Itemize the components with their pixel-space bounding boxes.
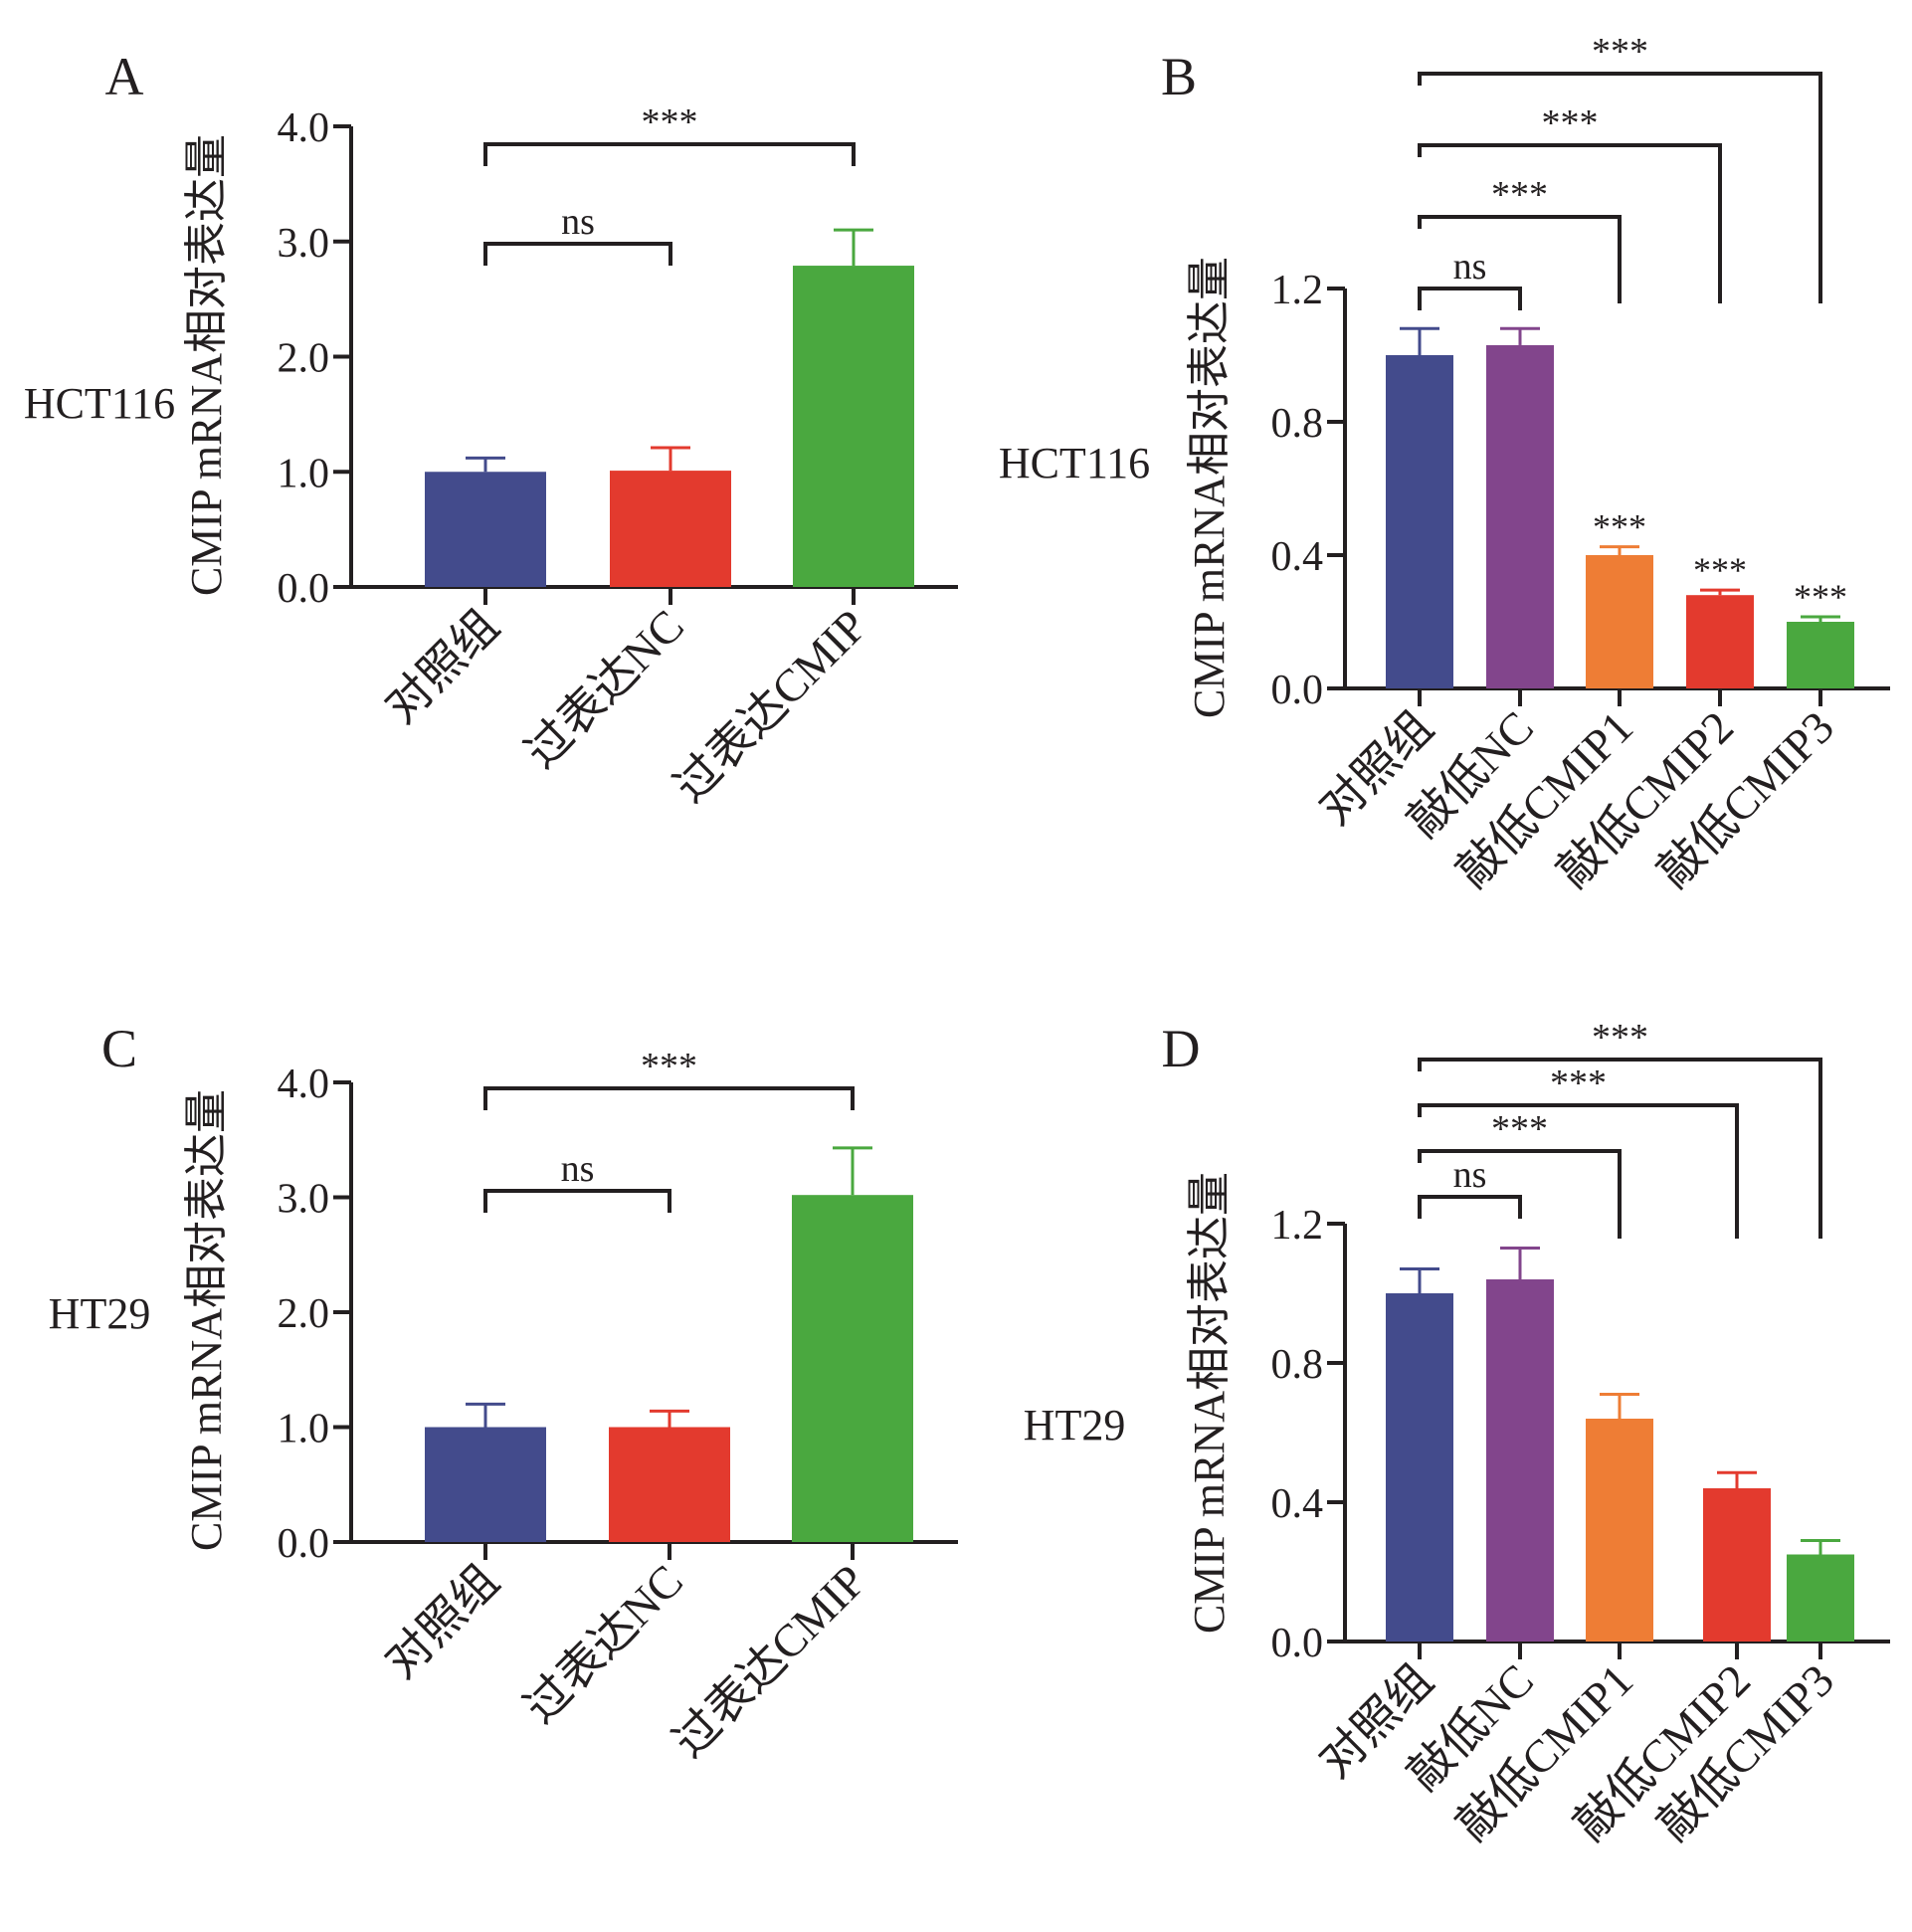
bar-3: [1586, 1419, 1653, 1642]
category-label: 对照组: [375, 1555, 508, 1688]
comparison-bracket: [1418, 1195, 1522, 1219]
bar-4: [1686, 595, 1754, 688]
bracket-label: ns: [1453, 246, 1487, 288]
panel-letter: D: [1162, 1019, 1201, 1078]
bar-2: [1486, 344, 1554, 688]
y-axis-label: CMIP mRNA相对表达量: [1185, 1172, 1234, 1634]
bracket-label: ns: [1453, 1154, 1487, 1196]
comparison-bracket: [1418, 143, 1722, 303]
bar-1: [425, 472, 546, 587]
bar-significance-label: ***: [1593, 507, 1646, 547]
comparison-bracket: [483, 142, 856, 166]
y-tick-label: 0.0: [278, 566, 330, 612]
bracket-label: ns: [561, 1148, 595, 1190]
y-tick-label: 1.2: [1271, 1203, 1324, 1249]
bar-1: [1386, 1293, 1453, 1642]
bar-significance-label: ***: [1794, 577, 1847, 617]
bracket-label: ***: [1592, 1017, 1648, 1059]
comparison-bracket: [1418, 72, 1822, 303]
comparison-bracket: [483, 242, 672, 266]
bracket-label: ***: [1550, 1063, 1607, 1104]
bracket-label: ***: [1491, 174, 1548, 216]
bracket-label: ***: [1542, 102, 1599, 144]
bar-3: [1586, 555, 1653, 688]
bracket-label: ns: [561, 201, 595, 243]
comparison-bracket: [483, 1189, 671, 1213]
y-tick-label: 0.0: [278, 1521, 330, 1567]
y-tick-label: 0.8: [1271, 1342, 1324, 1388]
bar-4: [1703, 1488, 1771, 1642]
category-label: 过表达CMIP: [664, 1555, 875, 1767]
bracket-label: ***: [641, 1046, 697, 1087]
cell-line-label: HT29: [1024, 1401, 1126, 1449]
y-tick-label: 0.8: [1271, 401, 1324, 447]
bar-2: [610, 471, 731, 587]
y-axis-label: CMIP mRNA相对表达量: [1185, 257, 1234, 718]
category-label: 过表达CMIP: [665, 600, 876, 812]
y-tick-label: 3.0: [278, 221, 330, 267]
y-tick-label: 0.4: [1271, 534, 1324, 580]
y-tick-label: 2.0: [278, 336, 330, 382]
bar-3: [793, 266, 914, 587]
comparison-bracket: [1418, 1103, 1739, 1239]
y-axis-label: CMIP mRNA相对表达量: [182, 134, 231, 596]
comparison-bracket: [483, 1086, 855, 1110]
y-axis-label: CMIP mRNA相对表达量: [182, 1089, 231, 1551]
bar-3: [792, 1195, 913, 1542]
cell-line-label: HCT116: [999, 439, 1150, 487]
comparison-bracket: [1418, 215, 1622, 303]
panel-a: AHCT116 CMIP mRNA相对表达量 0.01.02.03.04.0对照组过…: [24, 47, 958, 812]
y-tick-label: 4.0: [278, 105, 330, 151]
y-tick-label: 0.0: [1271, 668, 1324, 713]
comparison-bracket: [1418, 1149, 1622, 1239]
comparison-bracket: [1418, 287, 1522, 310]
bar-2: [1486, 1279, 1554, 1642]
y-tick-label: 1.0: [278, 451, 330, 496]
category-label: 过表达NC: [514, 1555, 692, 1733]
bar-1: [425, 1427, 546, 1542]
cell-line-label: HCT116: [24, 379, 175, 428]
bar-5: [1787, 1554, 1854, 1642]
panel-letter: C: [101, 1019, 137, 1078]
bar-2: [609, 1427, 730, 1542]
bracket-label: ***: [1491, 1108, 1548, 1150]
y-tick-label: 0.4: [1271, 1481, 1324, 1527]
panel-letter: B: [1161, 47, 1197, 106]
y-tick-label: 2.0: [278, 1291, 330, 1337]
comparison-bracket: [1418, 1058, 1822, 1239]
bracket-label: ***: [1592, 31, 1648, 73]
bar-significance-label: ***: [1693, 550, 1747, 590]
bar-1: [1386, 355, 1453, 688]
category-label: 过表达NC: [515, 600, 693, 778]
category-label: 对照组: [375, 600, 508, 733]
y-tick-label: 3.0: [278, 1177, 330, 1223]
y-tick-label: 0.0: [1271, 1621, 1324, 1666]
cell-line-label: HT29: [49, 1289, 151, 1338]
y-tick-label: 4.0: [278, 1062, 330, 1107]
bar-5: [1787, 622, 1854, 688]
y-tick-label: 1.0: [278, 1407, 330, 1452]
y-tick-label: 1.2: [1271, 268, 1324, 313]
bracket-label: ***: [642, 101, 698, 143]
panel-letter: A: [105, 47, 144, 106]
